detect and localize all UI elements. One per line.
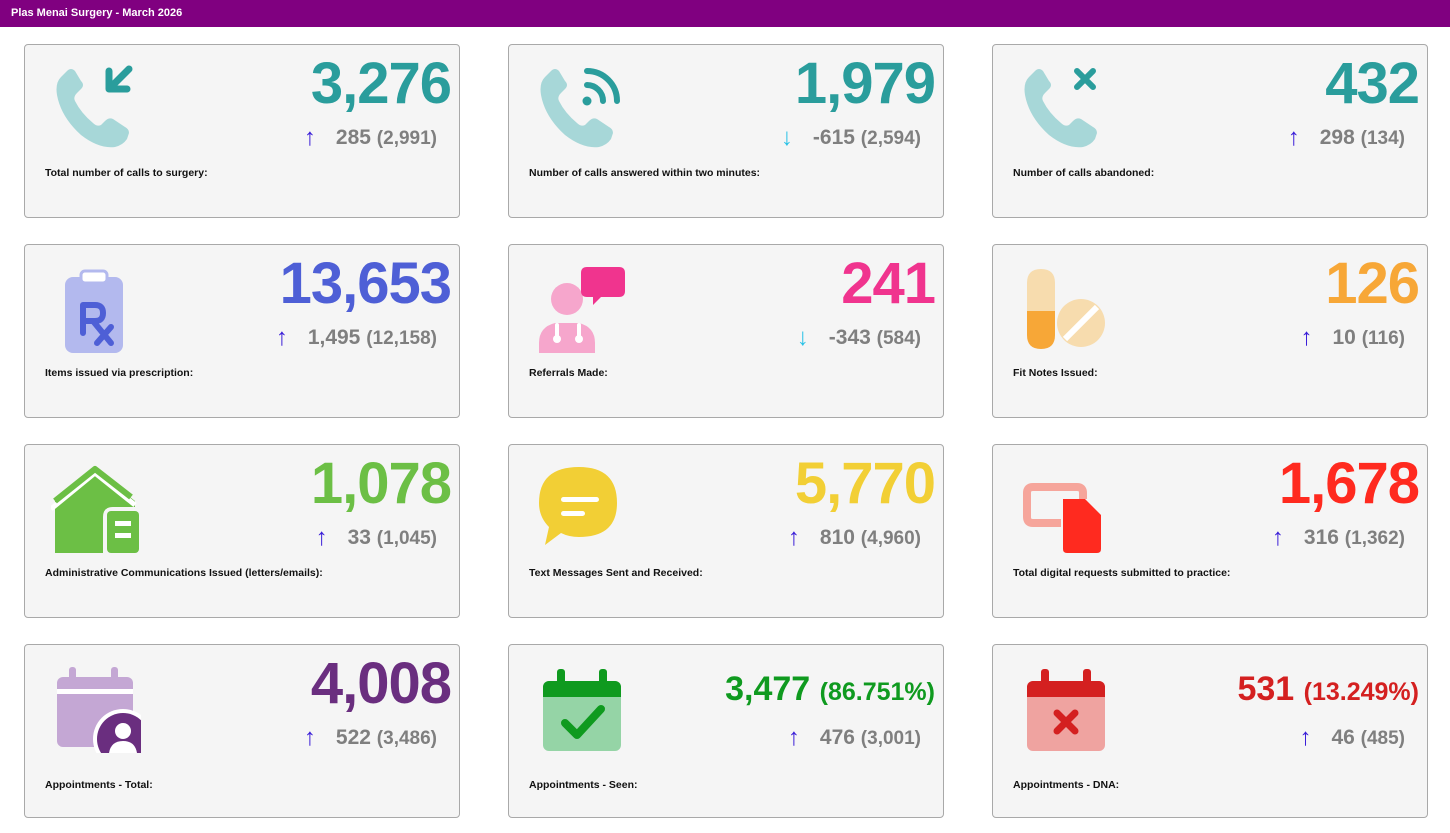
card-value: 3,477 (86.751%): [725, 670, 935, 708]
card-label: Fit Notes Issued:: [1013, 367, 1098, 379]
card-label: Number of calls answered within two minu…: [529, 167, 761, 179]
dashboard-title-bar: Plas Menai Surgery - March 2026: [0, 0, 1450, 27]
card-change: ↑ 46 (485): [1299, 724, 1405, 751]
card-previous: (12,158): [366, 328, 437, 349]
card-value: 13,653: [279, 251, 452, 316]
card-value: 432: [1325, 51, 1420, 116]
card-previous: (485): [1360, 728, 1405, 749]
doctor-chat-icon: [535, 263, 625, 353]
card-previous: (116): [1361, 328, 1405, 349]
card-label: Appointments - Total:: [45, 779, 153, 791]
arrow-up-icon: ↑: [275, 324, 288, 351]
card-value: 531 (13.249%): [1237, 670, 1419, 708]
arrow-up-icon: ↑: [303, 724, 316, 751]
card-previous: (134): [1360, 128, 1405, 149]
card-value: 1,078: [310, 451, 452, 516]
card-appointments-dna: 531 (13.249%) ↑ 46 (485) Appointments - D…: [992, 644, 1428, 818]
card-change: ↑ 285 (2,991): [303, 124, 437, 151]
card-value: 4,008: [310, 651, 452, 716]
card-previous: (1,362): [1344, 528, 1405, 549]
calendar-user-icon: [51, 663, 141, 753]
card-change: ↑ 476 (3,001): [787, 724, 921, 751]
phone-cancel-icon: [1019, 63, 1109, 153]
card-admin-communications: 1,078 ↑ 33 (1,045) Administrative Communi…: [24, 444, 460, 618]
card-value: 241: [841, 251, 936, 316]
card-referrals: 241 ↓ -343 (584) Referrals Made:: [508, 244, 944, 418]
card-fit-notes: 126 ↑ 10 (116) Fit Notes Issued:: [992, 244, 1428, 418]
arrow-up-icon: ↑: [1299, 724, 1312, 751]
card-previous: (2,594): [860, 128, 921, 149]
card-label: Appointments - Seen:: [529, 779, 638, 791]
pills-icon: [1019, 263, 1109, 353]
card-label: Appointments - DNA:: [1013, 779, 1120, 791]
card-appointments-seen: 3,477 (86.751%) ↑ 476 (3,001) Appointment…: [508, 644, 944, 818]
phone-signal-icon: [535, 63, 625, 153]
card-value: 1,678: [1278, 451, 1420, 516]
card-change: ↑ 810 (4,960): [787, 524, 921, 551]
card-previous: (3,001): [860, 728, 921, 749]
card-label: Text Messages Sent and Received:: [529, 567, 703, 579]
card-change: ↑ 298 (134): [1287, 124, 1405, 151]
card-digital-requests: 1,678 ↑ 316 (1,362) Total digital request…: [992, 444, 1428, 618]
prescription-icon: [51, 263, 141, 353]
arrow-up-icon: ↑: [1271, 524, 1284, 551]
card-change: ↓ -615 (2,594): [780, 124, 921, 151]
arrow-up-icon: ↑: [1287, 124, 1300, 151]
card-label: Number of calls abandoned:: [1013, 167, 1155, 179]
card-change: ↑ 316 (1,362): [1271, 524, 1405, 551]
card-prescriptions: 13,653 ↑ 1,495 (12,158) Items issued via …: [24, 244, 460, 418]
card-label: Referrals Made:: [529, 367, 608, 379]
card-percentage: (86.751%): [819, 678, 935, 706]
card-label: Total digital requests submitted to prac…: [1013, 567, 1231, 579]
card-previous: (4,960): [860, 528, 921, 549]
calendar-check-icon: [535, 663, 625, 753]
card-label: Total number of calls to surgery:: [45, 167, 208, 179]
card-appointments-total: 4,008 ↑ 522 (3,486) Appointments - Total:: [24, 644, 460, 818]
card-text-messages: 5,770 ↑ 810 (4,960) Text Messages Sent an…: [508, 444, 944, 618]
arrow-up-icon: ↑: [1300, 324, 1313, 351]
card-percentage: (13.249%): [1303, 678, 1419, 706]
calendar-cross-icon: [1019, 663, 1109, 753]
arrow-up-icon: ↑: [787, 724, 800, 751]
card-label: Administrative Communications Issued (le…: [45, 567, 323, 579]
card-value: 126: [1325, 251, 1420, 316]
card-change: ↑ 33 (1,045): [315, 524, 437, 551]
card-previous: (584): [876, 328, 921, 349]
card-previous: (3,486): [376, 728, 437, 749]
card-value: 1,979: [794, 51, 936, 116]
card-value: 5,770: [794, 451, 936, 516]
card-previous: (1,045): [376, 528, 437, 549]
card-value: 3,276: [310, 51, 452, 116]
card-change: ↓ -343 (584): [796, 324, 921, 351]
card-calls-answered: 1,979 ↓ -615 (2,594) Number of calls answ…: [508, 44, 944, 218]
house-letter-icon: [51, 463, 141, 553]
arrow-down-icon: ↓: [780, 124, 793, 151]
phone-incoming-icon: [51, 63, 141, 153]
card-total-calls: 3,276 ↑ 285 (2,991) Total number of calls…: [24, 44, 460, 218]
dashboard-title: Plas Menai Surgery - March 2026: [11, 7, 183, 19]
arrow-up-icon: ↑: [315, 524, 328, 551]
card-change: ↑ 10 (116): [1300, 324, 1405, 351]
arrow-up-icon: ↑: [303, 124, 316, 151]
card-calls-abandoned: 432 ↑ 298 (134) Number of calls abandoned…: [992, 44, 1428, 218]
digital-file-icon: [1019, 463, 1109, 553]
arrow-up-icon: ↑: [787, 524, 800, 551]
card-change: ↑ 522 (3,486): [303, 724, 437, 751]
card-label: Items issued via prescription:: [45, 367, 194, 379]
message-bubble-icon: [535, 463, 625, 553]
arrow-down-icon: ↓: [796, 324, 809, 351]
card-previous: (2,991): [376, 128, 437, 149]
card-change: ↑ 1,495 (12,158): [275, 324, 437, 351]
